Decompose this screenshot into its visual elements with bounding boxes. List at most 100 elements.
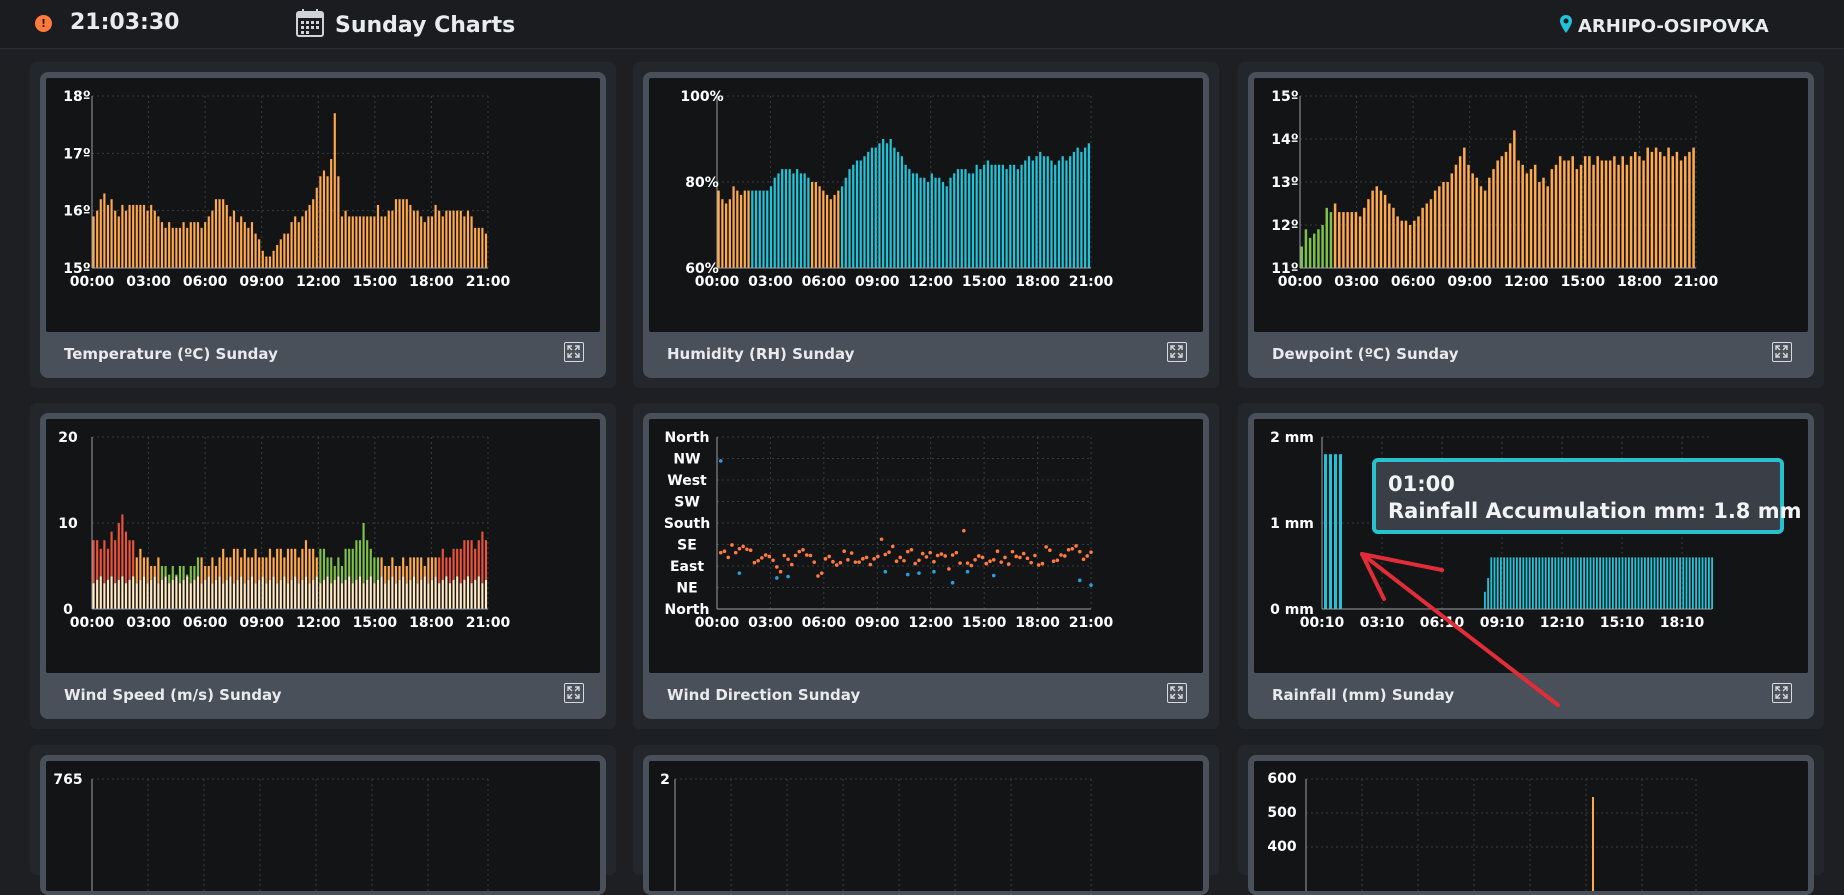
chart-bar[interactable] — [1493, 557, 1496, 609]
chart-bar[interactable] — [1600, 160, 1604, 269]
chart-bar-top[interactable] — [261, 557, 264, 577]
chart-bar[interactable] — [1535, 557, 1537, 609]
chart-bar[interactable] — [934, 177, 937, 268]
chart-bar[interactable] — [736, 190, 739, 268]
chart-bar-base[interactable] — [348, 576, 351, 609]
scatter-point[interactable] — [801, 547, 805, 552]
scatter-point[interactable] — [838, 560, 843, 565]
chart-bar[interactable] — [358, 216, 362, 268]
scatter-point[interactable] — [1014, 554, 1018, 559]
chart-bar[interactable] — [769, 186, 773, 268]
scatter-point[interactable] — [1059, 553, 1063, 557]
chart-bar[interactable] — [391, 210, 394, 268]
chart-bar[interactable] — [268, 256, 272, 268]
chart-bar[interactable] — [990, 164, 993, 268]
chart-bar-top[interactable] — [204, 566, 207, 580]
chart-bar[interactable] — [412, 210, 416, 268]
chart-bar-base[interactable] — [160, 579, 164, 609]
scatter-point[interactable] — [790, 562, 794, 567]
chart-bar[interactable] — [459, 210, 462, 268]
chart-bar[interactable] — [799, 173, 803, 268]
chart-bar[interactable] — [398, 199, 401, 268]
scatter-point[interactable] — [864, 555, 869, 560]
scatter-point[interactable] — [920, 551, 925, 556]
chart-bar-base[interactable] — [459, 583, 462, 609]
chart-bar[interactable] — [1009, 164, 1012, 268]
chart-bar[interactable] — [243, 222, 246, 268]
chart-bar-top[interactable] — [283, 557, 286, 577]
chart-bar[interactable] — [911, 173, 915, 268]
chart-bar-top[interactable] — [319, 548, 322, 584]
chart-bar[interactable] — [1650, 151, 1654, 268]
scatter-point[interactable] — [1044, 545, 1048, 549]
chart-bar-top[interactable] — [254, 548, 257, 584]
scatter-point[interactable] — [797, 549, 802, 554]
chart-bar[interactable] — [1484, 591, 1486, 609]
chart-bar-top[interactable] — [448, 557, 452, 584]
chart-bar[interactable] — [986, 160, 990, 269]
chart-bar[interactable] — [1467, 164, 1470, 268]
chart-bar-top[interactable] — [124, 531, 128, 584]
chart-bar[interactable] — [784, 169, 788, 268]
chart-bar[interactable] — [867, 151, 870, 268]
chart-bar-top[interactable] — [272, 557, 275, 577]
chart-bar[interactable] — [1612, 557, 1614, 609]
chart-bar[interactable] — [1538, 557, 1541, 609]
chart-bar[interactable] — [146, 210, 149, 268]
chart-bar-top[interactable] — [376, 557, 380, 580]
chart-bar[interactable] — [1338, 212, 1341, 268]
chart-bar[interactable] — [758, 190, 761, 268]
chart-bar[interactable] — [225, 204, 228, 268]
chart-bar[interactable] — [99, 199, 102, 268]
chart-bar-base[interactable] — [168, 583, 171, 609]
chart-bar[interactable] — [1504, 151, 1508, 268]
chart-bar-top[interactable] — [344, 548, 347, 580]
chart-bar-base[interactable] — [96, 579, 99, 609]
scatter-point[interactable] — [775, 565, 779, 569]
chart-bar[interactable] — [803, 173, 806, 268]
chart-bar[interactable] — [207, 216, 210, 268]
chart-bar-base[interactable] — [470, 583, 473, 609]
chart-bar-base[interactable] — [355, 579, 358, 609]
scatter-point[interactable] — [879, 537, 884, 542]
chart-bar[interactable] — [754, 190, 758, 268]
chart-bar[interactable] — [1688, 151, 1691, 268]
chart-bar[interactable] — [1638, 156, 1641, 268]
chart-bar-base[interactable] — [297, 583, 300, 609]
chart-bar[interactable] — [1532, 557, 1534, 609]
chart-bar[interactable] — [1602, 557, 1605, 609]
scatter-point[interactable] — [887, 550, 891, 554]
chart-bar-base[interactable] — [294, 576, 297, 609]
chart-bar[interactable] — [128, 204, 131, 268]
chart-bar[interactable] — [825, 194, 829, 268]
scatter-point[interactable] — [808, 553, 813, 558]
chart-bar[interactable] — [366, 216, 369, 268]
scatter-point[interactable] — [737, 571, 742, 575]
chart-bar-top[interactable] — [214, 566, 218, 580]
chart-bar[interactable] — [1300, 246, 1304, 269]
chart-bar[interactable] — [1479, 186, 1483, 268]
chart-bar-base[interactable] — [412, 576, 416, 609]
chart-bar[interactable] — [380, 216, 383, 268]
chart-bar-top[interactable] — [348, 548, 351, 577]
chart-bar[interactable] — [870, 147, 874, 268]
chart-bar-top[interactable] — [164, 566, 167, 577]
chart-bar[interactable] — [900, 156, 904, 268]
chart-bar[interactable] — [837, 190, 840, 268]
scatter-point[interactable] — [977, 554, 981, 558]
chart-bar-top[interactable] — [351, 548, 354, 584]
chart-bar[interactable] — [312, 199, 315, 268]
chart-bar-top[interactable] — [398, 566, 401, 580]
chart-bar[interactable] — [405, 199, 408, 268]
chart-bar[interactable] — [1704, 557, 1707, 609]
scatter-point[interactable] — [932, 569, 936, 574]
chart-bar-top[interactable] — [114, 540, 117, 584]
chart-bar-base[interactable] — [171, 579, 174, 609]
chart-bar[interactable] — [1496, 557, 1499, 609]
chart-bar[interactable] — [1576, 557, 1579, 609]
chart-bar-top[interactable] — [182, 566, 185, 580]
scatter-point[interactable] — [748, 548, 753, 553]
chart-bar-base[interactable] — [474, 579, 477, 609]
chart-bar[interactable] — [949, 177, 952, 268]
chart-bar[interactable] — [1624, 557, 1627, 609]
